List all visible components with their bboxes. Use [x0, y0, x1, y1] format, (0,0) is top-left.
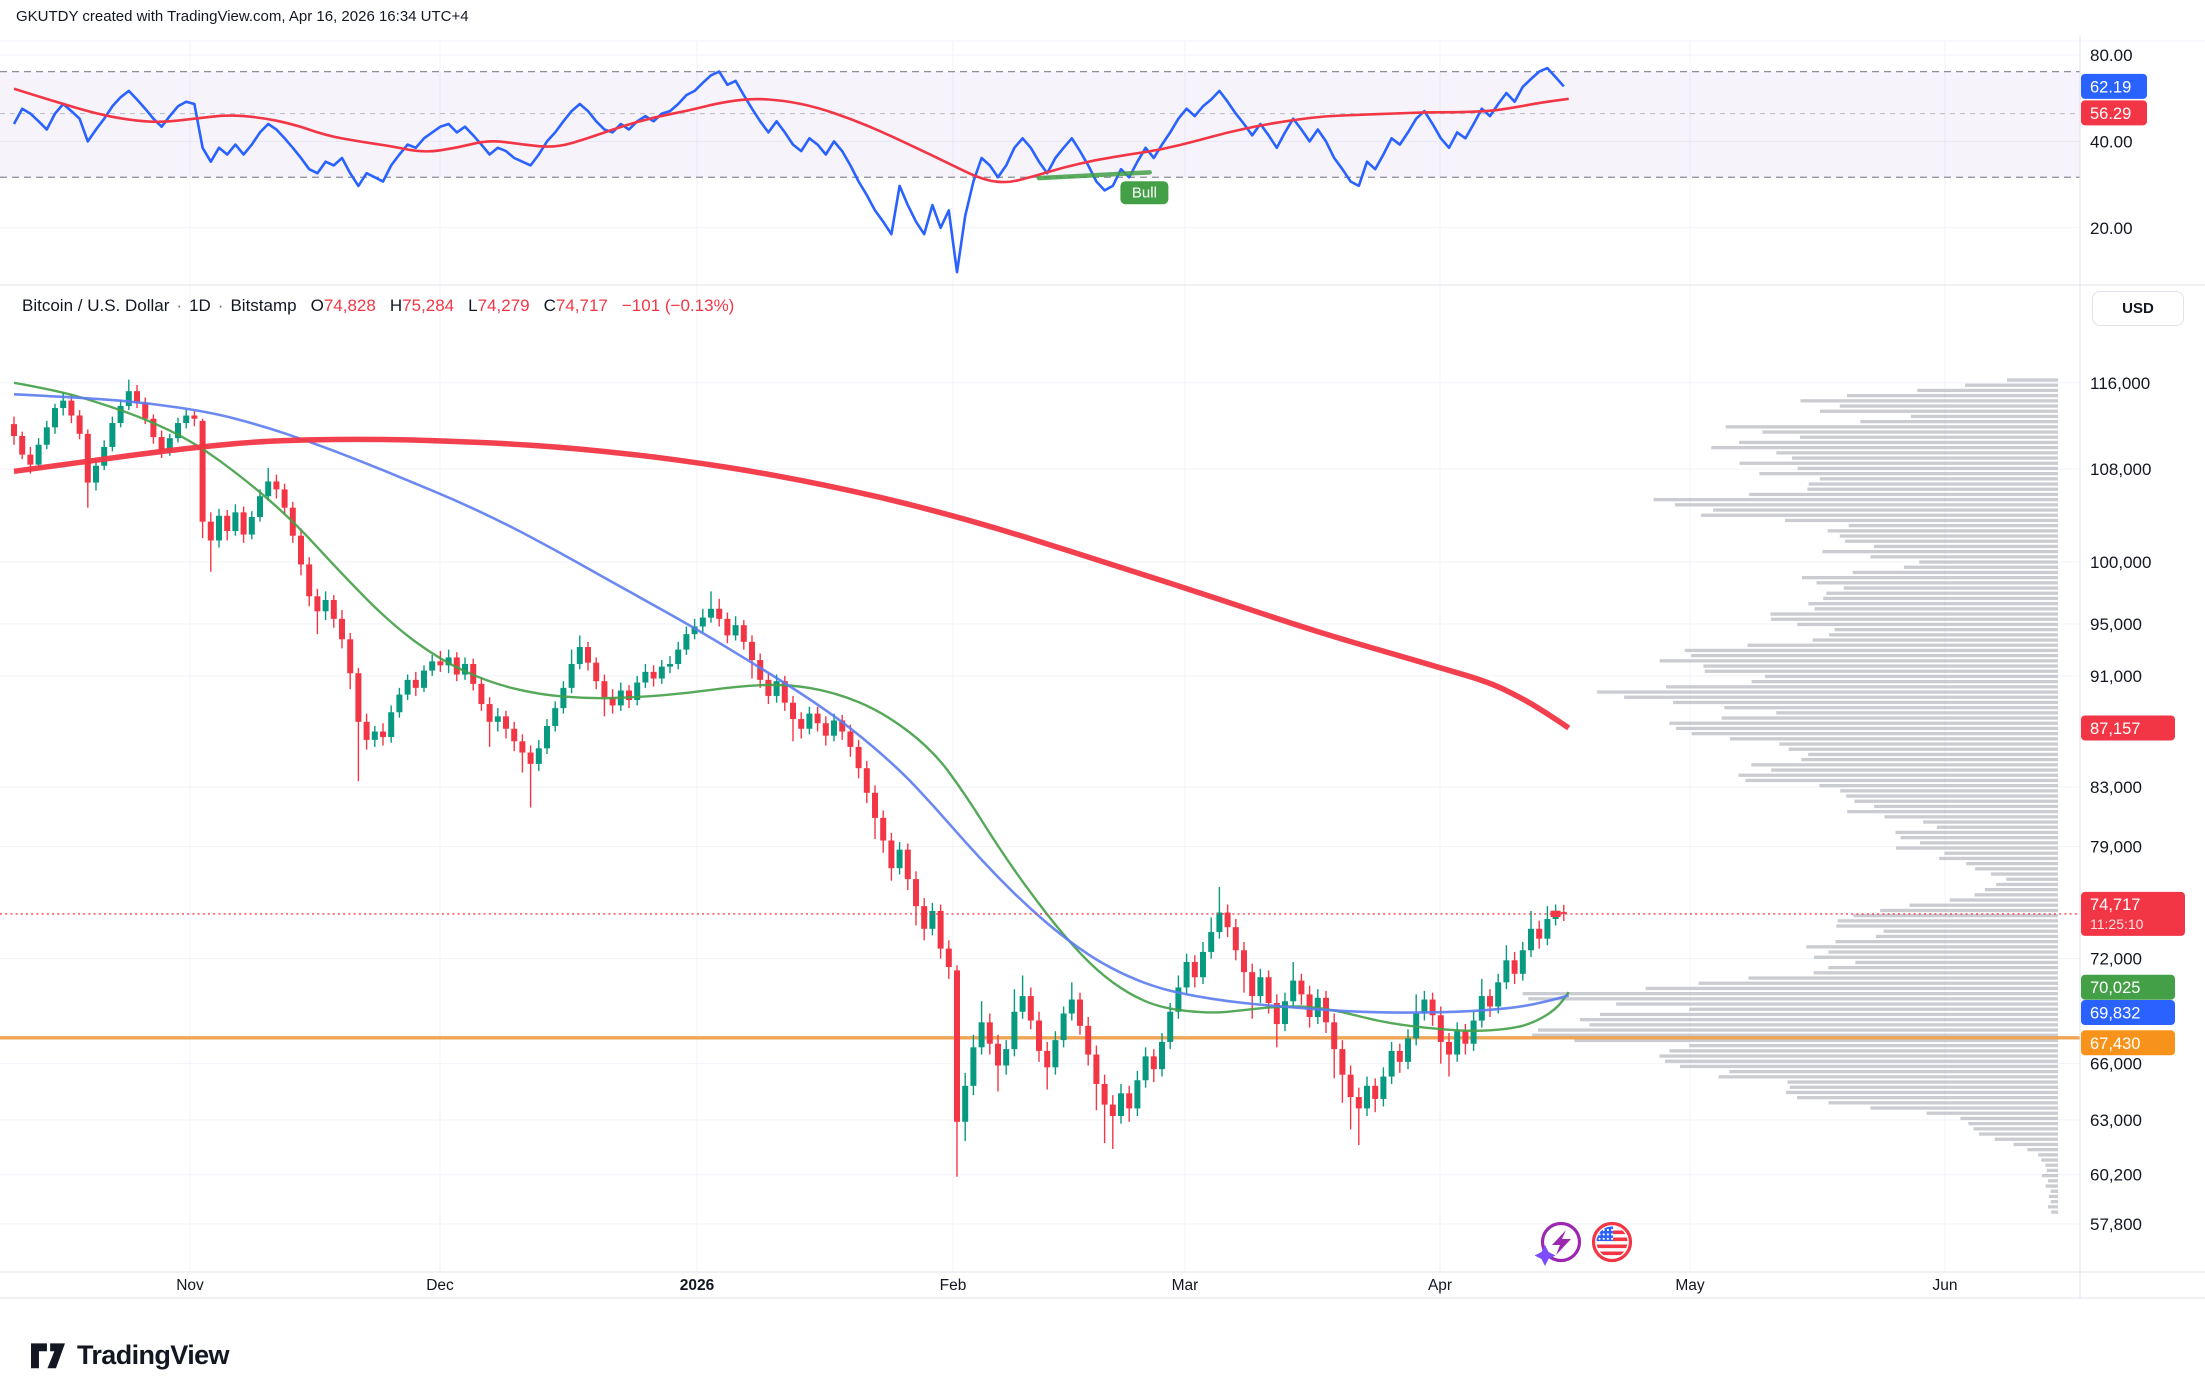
symbol-exchange[interactable]: Bitstamp [230, 296, 297, 315]
svg-text:74,717: 74,717 [2090, 896, 2140, 914]
rsi-tick-label: 40.00 [2090, 132, 2133, 151]
ohlc-open: O74,828 [310, 296, 376, 315]
svg-text:70,025: 70,025 [2090, 979, 2140, 997]
time-axis[interactable]: Nov Dec 2026 Feb Mar Apr May Jun [176, 1277, 1957, 1294]
svg-text:Bull: Bull [1132, 185, 1157, 202]
price-change: −101 (−0.13%) [621, 296, 735, 315]
rsi-pane[interactable]: Bull [0, 66, 2080, 274]
currency-toggle-button[interactable]: USD [2092, 291, 2184, 326]
tradingview-logo[interactable]: TradingView [28, 1338, 230, 1372]
price-tick-label: 66,000 [2090, 1055, 2142, 1074]
time-axis-label: Dec [426, 1277, 454, 1294]
event-markers[interactable] [1534, 1221, 1633, 1267]
tradingview-logo-icon [31, 1343, 65, 1369]
candlestick-series[interactable] [11, 379, 1567, 1177]
price-tick-label: 116,000 [2090, 374, 2150, 393]
us-flag-icon[interactable] [1591, 1221, 1633, 1263]
separator-dot: · [176, 296, 183, 315]
time-axis-label: Feb [940, 1277, 967, 1294]
ohlc-high: H75,284 [389, 296, 455, 315]
symbol-info-bar[interactable]: Bitcoin / U.S. Dollar · 1D · Bitstamp O7… [22, 296, 734, 316]
svg-text:69,832: 69,832 [2090, 1005, 2140, 1023]
symbol-title[interactable]: Bitcoin / U.S. Dollar [22, 296, 170, 315]
svg-text:67,430: 67,430 [2090, 1035, 2140, 1053]
current-bar-marker [1550, 910, 1561, 918]
time-axis-label: Apr [1428, 1277, 1452, 1294]
price-tick-label: 79,000 [2090, 838, 2142, 857]
price-tick-label: 60,200 [2090, 1166, 2142, 1185]
ohlc-low: L74,279 [468, 296, 530, 315]
time-axis-label: Jun [1933, 1277, 1958, 1294]
price-value-pill: 70,025 [2081, 974, 2175, 1000]
ohlc-close: C74,717 [543, 296, 608, 315]
price-tick-label: 83,000 [2090, 778, 2142, 797]
rsi-line[interactable] [12, 66, 1565, 274]
price-axis[interactable]: 80.00 40.00 20.00 116,000 108,000 100,000 95,0… [2081, 46, 2185, 1234]
separator-dot: · [217, 296, 224, 315]
pane-separators [0, 36, 2205, 1299]
time-axis-label: 2026 [680, 1277, 715, 1294]
rsi-value-pill: 62.19 [2081, 73, 2147, 99]
price-value-pill: 74,717 11:25:10 [2081, 891, 2185, 936]
price-tick-label: 91,000 [2090, 667, 2142, 686]
time-axis-label: May [1675, 1277, 1705, 1294]
svg-text:56.29: 56.29 [2090, 105, 2131, 123]
time-axis-label: Mar [1172, 1277, 1199, 1294]
bull-label[interactable]: Bull [1120, 181, 1169, 205]
gridlines [0, 41, 2080, 1272]
lightning-sparkle-icon[interactable] [1534, 1221, 1582, 1267]
svg-text:11:25:10: 11:25:10 [2090, 916, 2144, 932]
time-axis-label: Nov [176, 1277, 204, 1294]
ma-slow-line[interactable] [13, 436, 1571, 731]
price-value-pill: 67,430 [2081, 1030, 2175, 1056]
ma-mid-line[interactable] [13, 393, 1570, 1014]
price-tick-label: 100,000 [2090, 553, 2151, 572]
price-tick-label: 57,800 [2090, 1215, 2142, 1234]
price-tick-label: 108,000 [2090, 460, 2151, 479]
price-tick-label: 72,000 [2090, 950, 2142, 969]
chart-attribution: GKUTDY created with TradingView.com, Apr… [16, 8, 469, 25]
price-tick-label: 63,000 [2090, 1111, 2142, 1130]
symbol-interval[interactable]: 1D [189, 296, 211, 315]
rsi-band-fill [0, 71, 2080, 178]
price-value-pill: 87,157 [2081, 715, 2175, 741]
rsi-tick-label: 20.00 [2090, 219, 2133, 238]
rsi-value-pill: 56.29 [2081, 100, 2147, 126]
bull-divergence-line[interactable] [1036, 170, 1152, 181]
rsi-ma-line[interactable] [13, 87, 1569, 184]
price-tick-label: 95,000 [2090, 615, 2142, 634]
svg-text:87,157: 87,157 [2090, 720, 2140, 738]
tradingview-logo-text: TradingView [77, 1339, 230, 1370]
volume-profile [1522, 378, 2058, 1214]
svg-text:62.19: 62.19 [2090, 78, 2131, 96]
ma-fast-line[interactable] [13, 381, 1570, 1032]
rsi-tick-label: 80.00 [2090, 46, 2133, 65]
price-value-pill: 69,832 [2081, 1000, 2175, 1026]
